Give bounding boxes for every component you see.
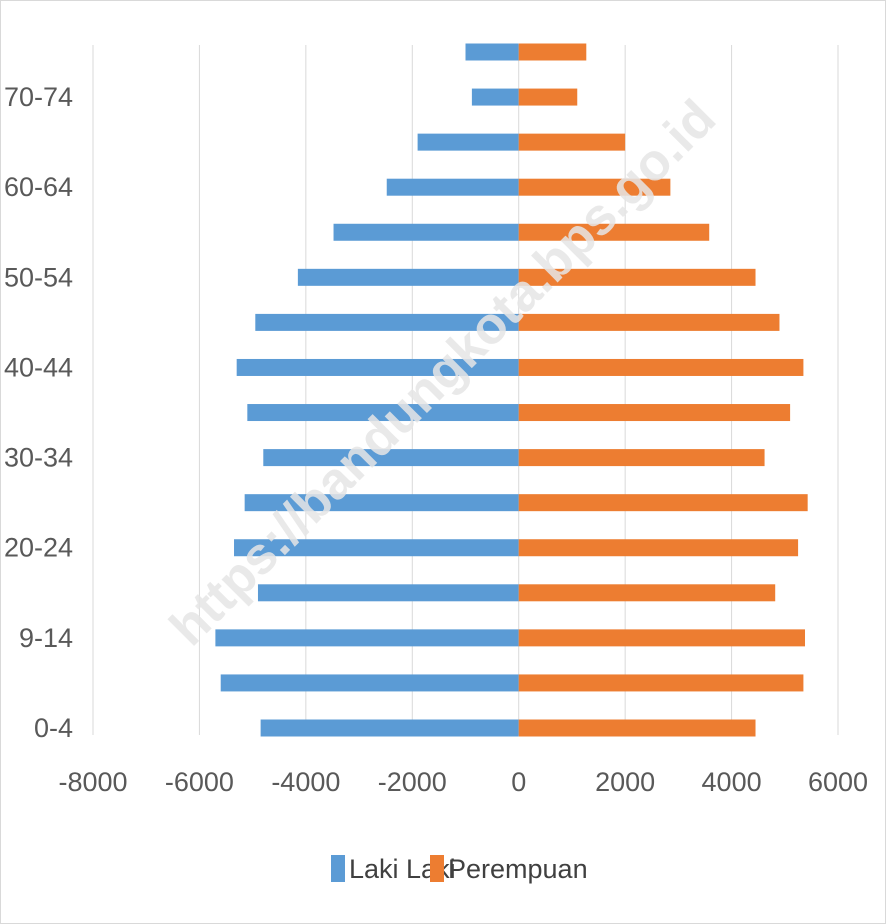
bar-laki-laki-45-49 <box>255 313 519 331</box>
y-tick-label: 20-24 <box>4 533 73 563</box>
bar-laki-laki-35-39 <box>247 404 519 422</box>
x-tick-label: 2000 <box>595 767 655 797</box>
y-tick-label: 60-64 <box>4 172 73 202</box>
bar-perempuan-70-74 <box>518 88 578 106</box>
bar-perempuan-5-9 <box>518 674 804 692</box>
bar-laki-laki-70-74 <box>471 88 519 106</box>
bar-perempuan-50-54 <box>518 268 756 286</box>
bar-perempuan-15-19 <box>518 584 776 602</box>
bars <box>215 43 808 737</box>
bar-perempuan-0-4 <box>518 719 756 737</box>
x-axis-ticks: -8000 -6000 -4000 -2000 0 2000 4000 6000 <box>58 767 868 797</box>
y-tick-label: 9-14 <box>19 623 73 653</box>
x-tick-label: -6000 <box>165 767 234 797</box>
bar-perempuan-65-69 <box>518 133 626 151</box>
bar-laki-laki-65-69 <box>417 133 519 151</box>
bar-laki-laki-25-29 <box>244 494 519 512</box>
bar-perempuan-9-14 <box>518 629 806 647</box>
bar-laki-laki-50-54 <box>297 268 519 286</box>
y-axis-ticks: 0-4 9-14 20-24 30-34 40-44 50-54 60-64 70-74 <box>4 82 73 743</box>
bar-laki-laki-9-14 <box>215 629 519 647</box>
legend-swatch-laki-laki <box>331 855 345 882</box>
grid-lines <box>92 45 839 735</box>
bar-laki-laki-30-34 <box>263 449 519 467</box>
x-tick-label: 4000 <box>702 767 762 797</box>
bar-perempuan-35-39 <box>518 404 791 422</box>
x-tick-label: -4000 <box>271 767 340 797</box>
bar-perempuan-25-29 <box>518 494 808 512</box>
bar-laki-laki-5-9 <box>220 674 519 692</box>
y-tick-label: 50-54 <box>4 262 73 292</box>
bar-laki-laki-75+ <box>465 43 519 61</box>
bar-perempuan-45-49 <box>518 313 780 331</box>
legend-label-perempuan: Perempuan <box>448 854 588 884</box>
bar-laki-laki-20-24 <box>234 539 519 557</box>
bar-laki-laki-60-64 <box>386 178 519 196</box>
bar-perempuan-60-64 <box>518 178 671 196</box>
y-tick-label: 70-74 <box>4 82 73 112</box>
y-tick-label: 30-34 <box>4 443 73 473</box>
bar-perempuan-75+ <box>518 43 587 61</box>
y-tick-label: 40-44 <box>4 352 73 382</box>
bar-perempuan-40-44 <box>518 358 804 376</box>
bar-perempuan-55-59 <box>518 223 710 241</box>
x-tick-label: 6000 <box>808 767 868 797</box>
x-tick-label: -8000 <box>58 767 127 797</box>
bar-perempuan-30-34 <box>518 449 765 467</box>
y-tick-label: 0-4 <box>34 713 73 743</box>
x-tick-label: -2000 <box>378 767 447 797</box>
bar-perempuan-20-24 <box>518 539 799 557</box>
bar-laki-laki-55-59 <box>333 223 519 241</box>
bar-laki-laki-15-19 <box>257 584 519 602</box>
legend-swatch-perempuan <box>430 855 444 882</box>
bar-laki-laki-0-4 <box>260 719 519 737</box>
x-tick-label: 0 <box>511 767 526 797</box>
bar-laki-laki-40-44 <box>236 358 519 376</box>
